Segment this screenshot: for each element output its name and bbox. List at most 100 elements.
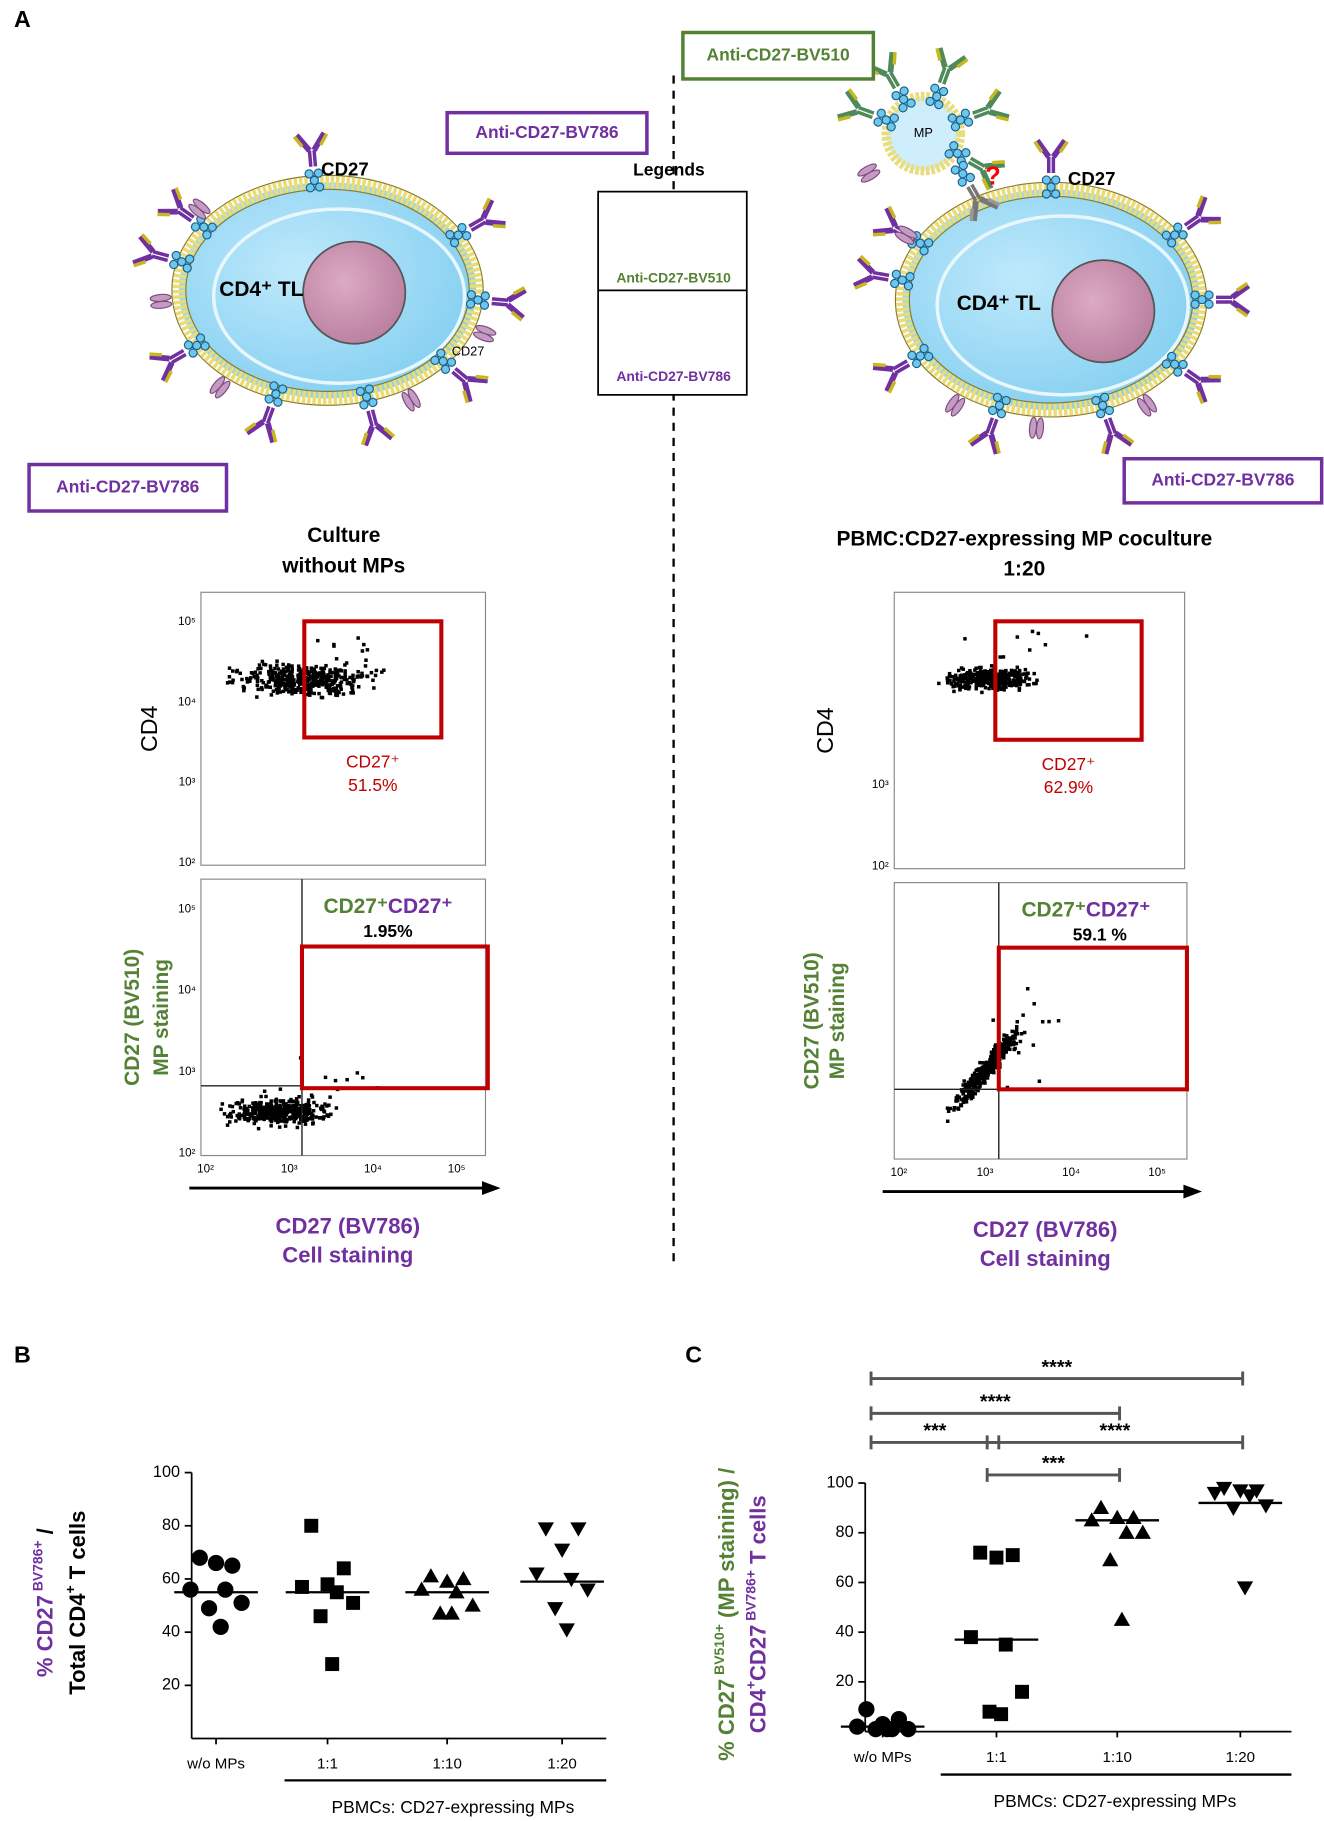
- event-dot: [968, 668, 972, 673]
- event-dot: [967, 674, 971, 679]
- event-dot: [268, 664, 273, 668]
- event-dot: [957, 668, 961, 673]
- event-dot: [977, 1080, 981, 1085]
- gate-value: 1.95%: [363, 921, 413, 941]
- flow-y-label: MP staining: [150, 959, 173, 1076]
- point: [1225, 1501, 1242, 1517]
- event-dot: [997, 676, 1001, 681]
- y-tick-label: 80: [836, 1523, 854, 1541]
- antibody: [872, 343, 934, 394]
- event-dot: [977, 677, 981, 682]
- event-dot: [351, 673, 355, 678]
- event-dot: [304, 676, 309, 680]
- event-dot: [348, 675, 352, 680]
- event-dot: [268, 685, 273, 690]
- event-dot: [276, 667, 281, 671]
- event-dot: [966, 1080, 971, 1085]
- membrane-outer: [171, 174, 484, 406]
- antibody: [1091, 392, 1135, 455]
- event-dot: [255, 678, 260, 683]
- event-dot: [248, 676, 253, 680]
- gate: [996, 945, 1189, 1092]
- event-dot: [309, 1111, 314, 1116]
- antibody-stem: [1183, 368, 1202, 385]
- event-dot: [260, 1115, 264, 1119]
- event-dot: [269, 693, 274, 697]
- flow-y-tick-label: 10⁴: [178, 984, 196, 997]
- antibody: [1190, 281, 1251, 318]
- y-tick-label: 40: [162, 1622, 180, 1640]
- x-tick-label: w/o MPs: [187, 1754, 245, 1773]
- event-dot: [251, 1101, 255, 1105]
- event-dot: [974, 1068, 978, 1073]
- event-dot: [315, 1103, 319, 1108]
- flow-y-tick-label: 10³: [872, 778, 889, 791]
- receptor-bead: [891, 269, 901, 279]
- event-dot: [267, 672, 271, 676]
- receptor-bead: [891, 91, 901, 101]
- point: [422, 1568, 440, 1583]
- point: [1113, 1611, 1131, 1626]
- event-dot: [294, 690, 298, 695]
- event-dot: [328, 688, 333, 692]
- event-dot: [227, 680, 232, 684]
- event-dot: [964, 686, 968, 691]
- antibody-arm: [936, 47, 968, 72]
- event-dot: [971, 674, 975, 679]
- receptor-bead: [1161, 230, 1171, 240]
- antibody-arm: [1195, 195, 1221, 223]
- x-axis-label: PBMCs: CD27-expressing MPs: [994, 1791, 1237, 1811]
- y-tick-label: 60: [162, 1569, 180, 1587]
- event-dot: [227, 1113, 232, 1117]
- event-dot: [288, 669, 293, 674]
- event-dot: [970, 1082, 975, 1087]
- event-dot: [955, 1094, 960, 1098]
- event-dot: [255, 1102, 260, 1106]
- event-dot: [281, 1109, 286, 1114]
- event-dot: [949, 682, 954, 686]
- gate-label: CD27⁺CD27⁺: [323, 895, 452, 918]
- y-axis-label-part: +: [742, 1681, 758, 1689]
- antibody-tip: [360, 426, 396, 446]
- point: [1109, 1509, 1126, 1524]
- event-dot: [305, 1104, 310, 1109]
- event-dot: [291, 678, 296, 683]
- event-dot: [960, 676, 965, 680]
- event-dot: [1043, 642, 1048, 647]
- event-dot: [349, 691, 353, 695]
- event-dot: [311, 682, 315, 686]
- event-dot: [238, 671, 243, 676]
- event-dot: [1002, 1053, 1006, 1057]
- event-dot: [305, 687, 310, 692]
- event-dot: [991, 686, 995, 691]
- event-dot: [343, 672, 347, 676]
- event-dot: [1002, 1033, 1006, 1037]
- event-dot: [1015, 670, 1020, 675]
- legend-title: Legends: [633, 159, 705, 179]
- event-dot: [952, 679, 956, 683]
- receptor-bead: [930, 83, 940, 93]
- event-dot: [990, 681, 995, 685]
- antibody-arm: [149, 353, 175, 383]
- event-dot: [983, 669, 987, 673]
- receptor-bead: [955, 115, 966, 125]
- event-dot: [1015, 673, 1020, 677]
- event-dot: [967, 1091, 971, 1095]
- event-dot: [957, 1095, 962, 1099]
- receptor-bead: [919, 246, 929, 256]
- event-dot: [326, 688, 331, 693]
- event-dot: [1005, 681, 1009, 686]
- event-dot: [363, 664, 368, 668]
- event-dot: [289, 1097, 293, 1102]
- event-dot: [937, 681, 941, 686]
- event-dot: [264, 1094, 268, 1099]
- event-dot: [955, 681, 960, 686]
- event-dot: [1011, 678, 1016, 682]
- event-dot: [317, 691, 321, 696]
- event-dot: [301, 1118, 306, 1122]
- receptor-bead: [188, 348, 198, 358]
- point: [528, 1567, 545, 1582]
- event-dot: [270, 673, 275, 677]
- event-dot: [235, 1113, 240, 1118]
